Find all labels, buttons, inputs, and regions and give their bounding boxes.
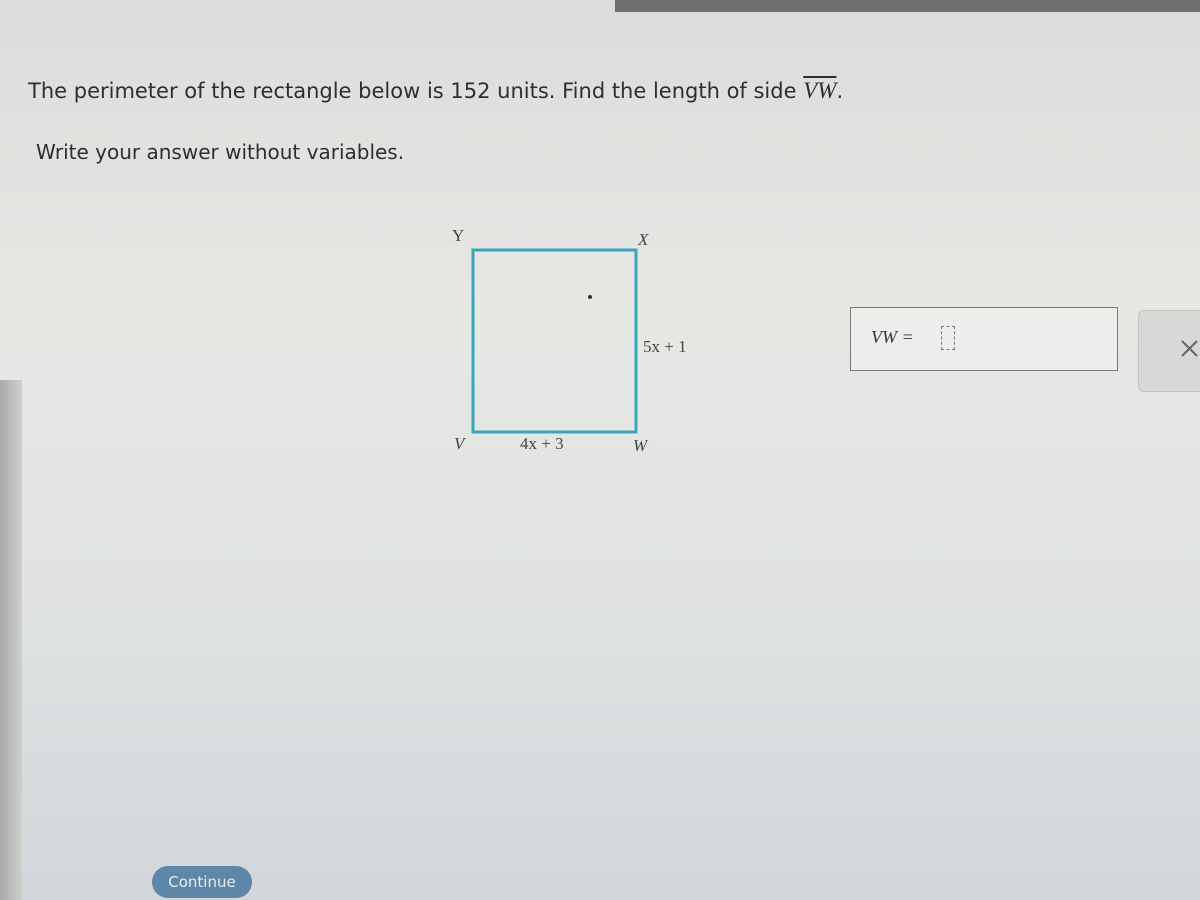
question-end: . — [836, 79, 844, 103]
answer-input[interactable] — [941, 326, 955, 350]
segment: VW — [803, 78, 837, 103]
vertex-label: W — [633, 436, 649, 455]
rectangle — [471, 248, 638, 434]
answer-box[interactable]: VW = — [850, 307, 1118, 371]
answer-label: VW = — [871, 327, 914, 347]
side-label: 4x + 3 — [520, 434, 564, 453]
vertex-label: X — [637, 230, 649, 249]
diagram: Y X V W 5x + 1 4x + 3 — [452, 226, 687, 455]
vertex-label: Y — [452, 226, 464, 245]
side-label: 5x + 1 — [643, 337, 687, 356]
clear-button[interactable] — [1138, 310, 1200, 392]
dot — [588, 295, 592, 299]
top-bar — [615, 0, 1200, 12]
screen-edge — [0, 380, 22, 900]
clear-icon — [1181, 340, 1198, 357]
instruction: Write your answer without variables. — [36, 140, 405, 164]
vertex-label: V — [454, 434, 467, 453]
question: The perimeter of the rectangle below is … — [28, 78, 843, 104]
continue-button[interactable]: Continue — [152, 866, 252, 898]
question-text: The perimeter of the rectangle below is … — [28, 79, 797, 103]
